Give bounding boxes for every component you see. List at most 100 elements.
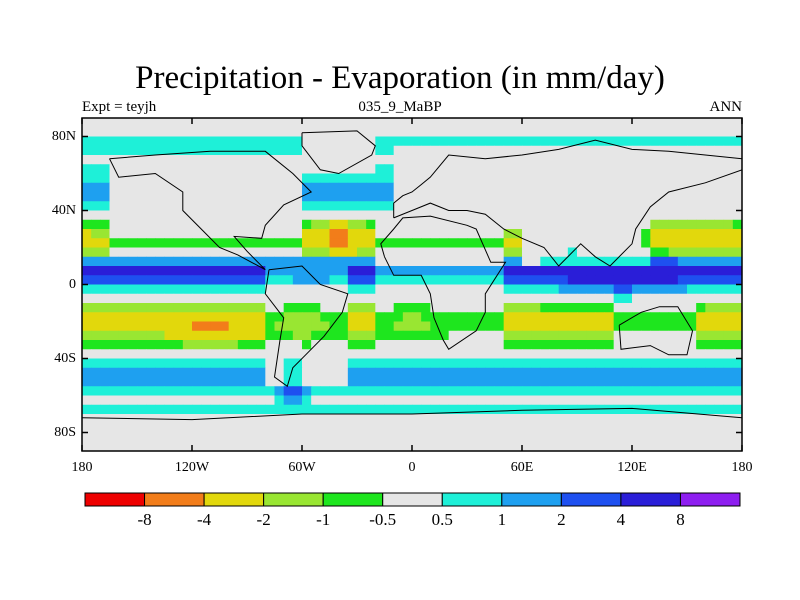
field-cell [91, 127, 101, 137]
field-cell [558, 358, 569, 369]
field-cell [485, 423, 495, 433]
field-cell [146, 136, 156, 147]
field-cell [109, 432, 120, 443]
field-cell [100, 182, 110, 193]
field-cell [393, 256, 404, 267]
field-cell [412, 414, 422, 424]
field-cell [696, 414, 706, 424]
field-cell [127, 340, 138, 350]
field-cell [430, 423, 440, 433]
field-cell [247, 118, 257, 128]
field-cell [714, 127, 725, 137]
field-cell [393, 182, 404, 193]
field-cell [137, 247, 147, 258]
field-cell [696, 266, 706, 276]
field-cell [274, 118, 285, 128]
field-cell [329, 145, 340, 156]
field-cell [82, 284, 92, 295]
field-cell [558, 414, 569, 424]
field-cell [668, 293, 679, 304]
field-cell [228, 210, 239, 221]
field-cell [320, 293, 330, 304]
field-cell [705, 423, 715, 433]
field-cell [448, 432, 459, 443]
field-cell [146, 173, 156, 184]
field-cell [696, 127, 706, 137]
field-cell [338, 266, 349, 276]
field-cell [613, 441, 624, 451]
field-cell [595, 312, 605, 322]
field-cell [366, 247, 376, 258]
field-cell [164, 210, 175, 221]
field-cell [641, 358, 651, 369]
field-cell [146, 256, 156, 267]
field-cell [146, 118, 156, 128]
field-cell [292, 404, 303, 415]
field-cell [384, 432, 395, 443]
field-cell [100, 404, 110, 415]
field-cell [265, 219, 275, 230]
field-cell [586, 266, 596, 276]
field-cell [577, 266, 587, 276]
field-cell [549, 330, 560, 341]
field-cell [632, 312, 642, 322]
field-cell [274, 367, 285, 378]
field-cell [118, 367, 129, 378]
field-cell [540, 266, 550, 276]
field-cell [604, 210, 615, 221]
field-cell [393, 404, 404, 415]
field-cell [256, 432, 266, 443]
field-cell [228, 340, 239, 350]
field-cell [402, 303, 413, 313]
field-cell [82, 266, 92, 276]
field-cell [503, 182, 514, 193]
field-cell [705, 155, 715, 165]
field-cell [604, 266, 615, 276]
field-cell [430, 377, 440, 387]
field-cell [430, 330, 440, 341]
field-cell [338, 414, 349, 424]
coastline [618, 306, 694, 356]
field-cell [155, 164, 165, 174]
field-cell [256, 303, 266, 313]
field-cell [705, 312, 715, 322]
field-cell [127, 219, 138, 230]
field-cell [329, 182, 340, 193]
field-cell [320, 284, 330, 295]
field-cell [311, 432, 321, 443]
field-cell [421, 164, 431, 174]
field-cell [531, 145, 541, 156]
field-cell [109, 219, 120, 230]
field-cell [677, 303, 688, 313]
field-cell [494, 321, 505, 332]
field-cell [494, 173, 505, 184]
field-cell [237, 118, 248, 128]
field-cell [476, 303, 486, 313]
field-cell [494, 386, 505, 396]
field-cell [338, 404, 349, 415]
field-cell [586, 118, 596, 128]
field-cell [613, 155, 624, 165]
field-cell [650, 127, 660, 137]
field-cell [155, 432, 165, 443]
field-cell [311, 386, 321, 396]
field-cell [338, 247, 349, 258]
field-cell [632, 349, 642, 359]
field-cell [512, 414, 523, 424]
field-cell [247, 275, 257, 285]
field-cell [503, 256, 514, 267]
field-cell [650, 256, 660, 267]
field-cell [210, 145, 220, 156]
field-cell [732, 182, 742, 193]
field-cell [632, 173, 642, 184]
field-cell [732, 367, 742, 378]
field-cell [237, 414, 248, 424]
field-cell [237, 432, 248, 443]
field-cell [357, 238, 367, 248]
field-cell [696, 256, 706, 267]
field-cell [668, 330, 679, 341]
field-cell [109, 192, 120, 202]
field-cell [668, 404, 679, 415]
field-cell [127, 266, 138, 276]
